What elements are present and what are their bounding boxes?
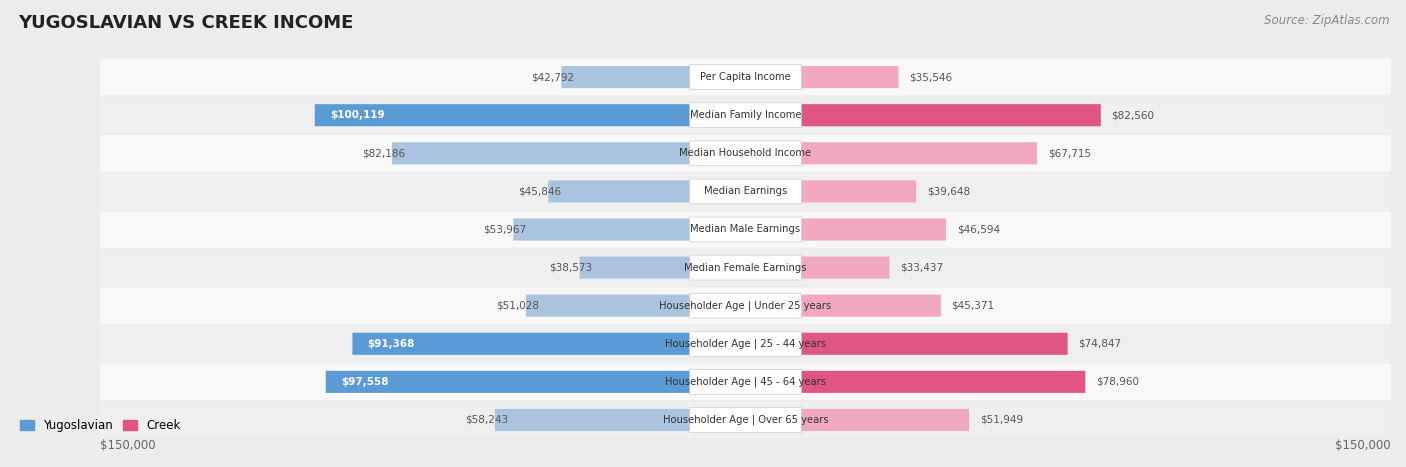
- FancyBboxPatch shape: [745, 371, 1085, 393]
- Text: $78,960: $78,960: [1097, 377, 1139, 387]
- FancyBboxPatch shape: [495, 409, 745, 431]
- FancyBboxPatch shape: [67, 325, 1406, 362]
- Text: $67,715: $67,715: [1047, 149, 1091, 158]
- Text: Median Earnings: Median Earnings: [704, 186, 787, 197]
- Text: $45,846: $45,846: [517, 186, 561, 197]
- FancyBboxPatch shape: [689, 332, 801, 356]
- Text: Median Male Earnings: Median Male Earnings: [690, 225, 800, 234]
- Legend: Yugoslavian, Creek: Yugoslavian, Creek: [15, 415, 186, 437]
- FancyBboxPatch shape: [745, 180, 917, 203]
- Text: Householder Age | 25 - 44 years: Householder Age | 25 - 44 years: [665, 339, 827, 349]
- Text: Median Household Income: Median Household Income: [679, 149, 811, 158]
- FancyBboxPatch shape: [548, 180, 745, 203]
- Text: YUGOSLAVIAN VS CREEK INCOME: YUGOSLAVIAN VS CREEK INCOME: [18, 14, 354, 32]
- Text: Median Family Income: Median Family Income: [690, 110, 801, 120]
- FancyBboxPatch shape: [689, 141, 801, 166]
- FancyBboxPatch shape: [67, 97, 1406, 134]
- Text: $38,573: $38,573: [550, 262, 592, 273]
- FancyBboxPatch shape: [315, 104, 745, 126]
- Text: Source: ZipAtlas.com: Source: ZipAtlas.com: [1264, 14, 1389, 27]
- Text: $91,368: $91,368: [367, 339, 415, 349]
- FancyBboxPatch shape: [689, 293, 801, 318]
- FancyBboxPatch shape: [67, 402, 1406, 438]
- FancyBboxPatch shape: [745, 409, 969, 431]
- Text: $51,949: $51,949: [980, 415, 1024, 425]
- Text: $53,967: $53,967: [484, 225, 526, 234]
- FancyBboxPatch shape: [67, 173, 1406, 210]
- FancyBboxPatch shape: [689, 217, 801, 242]
- Text: $35,546: $35,546: [910, 72, 952, 82]
- FancyBboxPatch shape: [579, 256, 745, 279]
- Text: Householder Age | 45 - 64 years: Householder Age | 45 - 64 years: [665, 376, 827, 387]
- FancyBboxPatch shape: [326, 371, 745, 393]
- FancyBboxPatch shape: [67, 287, 1406, 324]
- Text: $150,000: $150,000: [100, 439, 156, 452]
- FancyBboxPatch shape: [392, 142, 745, 164]
- FancyBboxPatch shape: [353, 333, 745, 355]
- FancyBboxPatch shape: [67, 59, 1406, 95]
- Text: $58,243: $58,243: [465, 415, 508, 425]
- Text: $82,560: $82,560: [1112, 110, 1154, 120]
- Text: Householder Age | Over 65 years: Householder Age | Over 65 years: [662, 415, 828, 425]
- FancyBboxPatch shape: [689, 369, 801, 394]
- Text: Median Female Earnings: Median Female Earnings: [685, 262, 807, 273]
- Text: $150,000: $150,000: [1336, 439, 1391, 452]
- FancyBboxPatch shape: [526, 295, 745, 317]
- FancyBboxPatch shape: [745, 66, 898, 88]
- FancyBboxPatch shape: [745, 256, 890, 279]
- FancyBboxPatch shape: [689, 65, 801, 90]
- FancyBboxPatch shape: [689, 179, 801, 204]
- FancyBboxPatch shape: [689, 103, 801, 127]
- FancyBboxPatch shape: [689, 255, 801, 280]
- Text: $33,437: $33,437: [900, 262, 943, 273]
- FancyBboxPatch shape: [745, 142, 1038, 164]
- FancyBboxPatch shape: [745, 104, 1101, 126]
- Text: $100,119: $100,119: [330, 110, 384, 120]
- Text: Per Capita Income: Per Capita Income: [700, 72, 792, 82]
- FancyBboxPatch shape: [745, 219, 946, 241]
- Text: $39,648: $39,648: [927, 186, 970, 197]
- Text: $42,792: $42,792: [531, 72, 574, 82]
- FancyBboxPatch shape: [745, 333, 1067, 355]
- Text: Householder Age | Under 25 years: Householder Age | Under 25 years: [659, 300, 831, 311]
- FancyBboxPatch shape: [67, 364, 1406, 400]
- Text: $82,186: $82,186: [361, 149, 405, 158]
- Text: $46,594: $46,594: [957, 225, 1000, 234]
- Text: $51,028: $51,028: [496, 301, 538, 311]
- FancyBboxPatch shape: [513, 219, 745, 241]
- Text: $45,371: $45,371: [952, 301, 994, 311]
- FancyBboxPatch shape: [67, 249, 1406, 286]
- FancyBboxPatch shape: [689, 408, 801, 432]
- FancyBboxPatch shape: [745, 295, 941, 317]
- FancyBboxPatch shape: [67, 211, 1406, 248]
- FancyBboxPatch shape: [67, 135, 1406, 171]
- Text: $74,847: $74,847: [1078, 339, 1122, 349]
- FancyBboxPatch shape: [561, 66, 745, 88]
- Text: $97,558: $97,558: [340, 377, 388, 387]
